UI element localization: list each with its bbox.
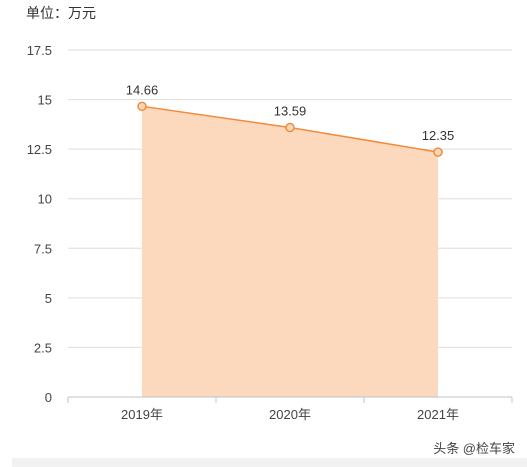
area-fill-layer [141, 105, 439, 397]
data-label: 14.66 [126, 82, 159, 97]
area-fill [142, 106, 438, 397]
unit-label: 单位：万元 [26, 5, 96, 21]
x-tick-label: 2021年 [417, 407, 459, 422]
data-label: 13.59 [274, 104, 307, 119]
y-tick-label: 12.5 [27, 142, 52, 157]
data-label: 12.35 [422, 128, 455, 143]
x-axis [67, 396, 513, 403]
watermark: 头条 @检车家 [433, 441, 515, 456]
y-tick-label: 15 [38, 93, 52, 108]
bottom-band [12, 458, 527, 467]
y-tick-label: 0 [45, 390, 52, 405]
data-point [137, 101, 147, 112]
x-tick-label: 2019年 [121, 407, 163, 422]
data-point [285, 122, 295, 133]
y-tick-label: 5 [45, 291, 52, 306]
y-tick-label: 7.5 [34, 241, 52, 256]
y-tick-label: 10 [38, 192, 52, 207]
data-points [137, 101, 443, 157]
data-labels: 14.66 13.59 12.35 [126, 82, 455, 143]
y-axis-tick-labels: 0 2.5 5 7.5 10 12.5 15 17.5 [27, 43, 52, 405]
y-tick-label: 2.5 [34, 340, 52, 355]
x-tick-label: 2020年 [269, 407, 311, 422]
data-point [433, 147, 443, 157]
y-tick-label: 17.5 [27, 43, 52, 58]
x-axis-tick-labels: 2019年 2020年 2021年 [121, 407, 459, 422]
